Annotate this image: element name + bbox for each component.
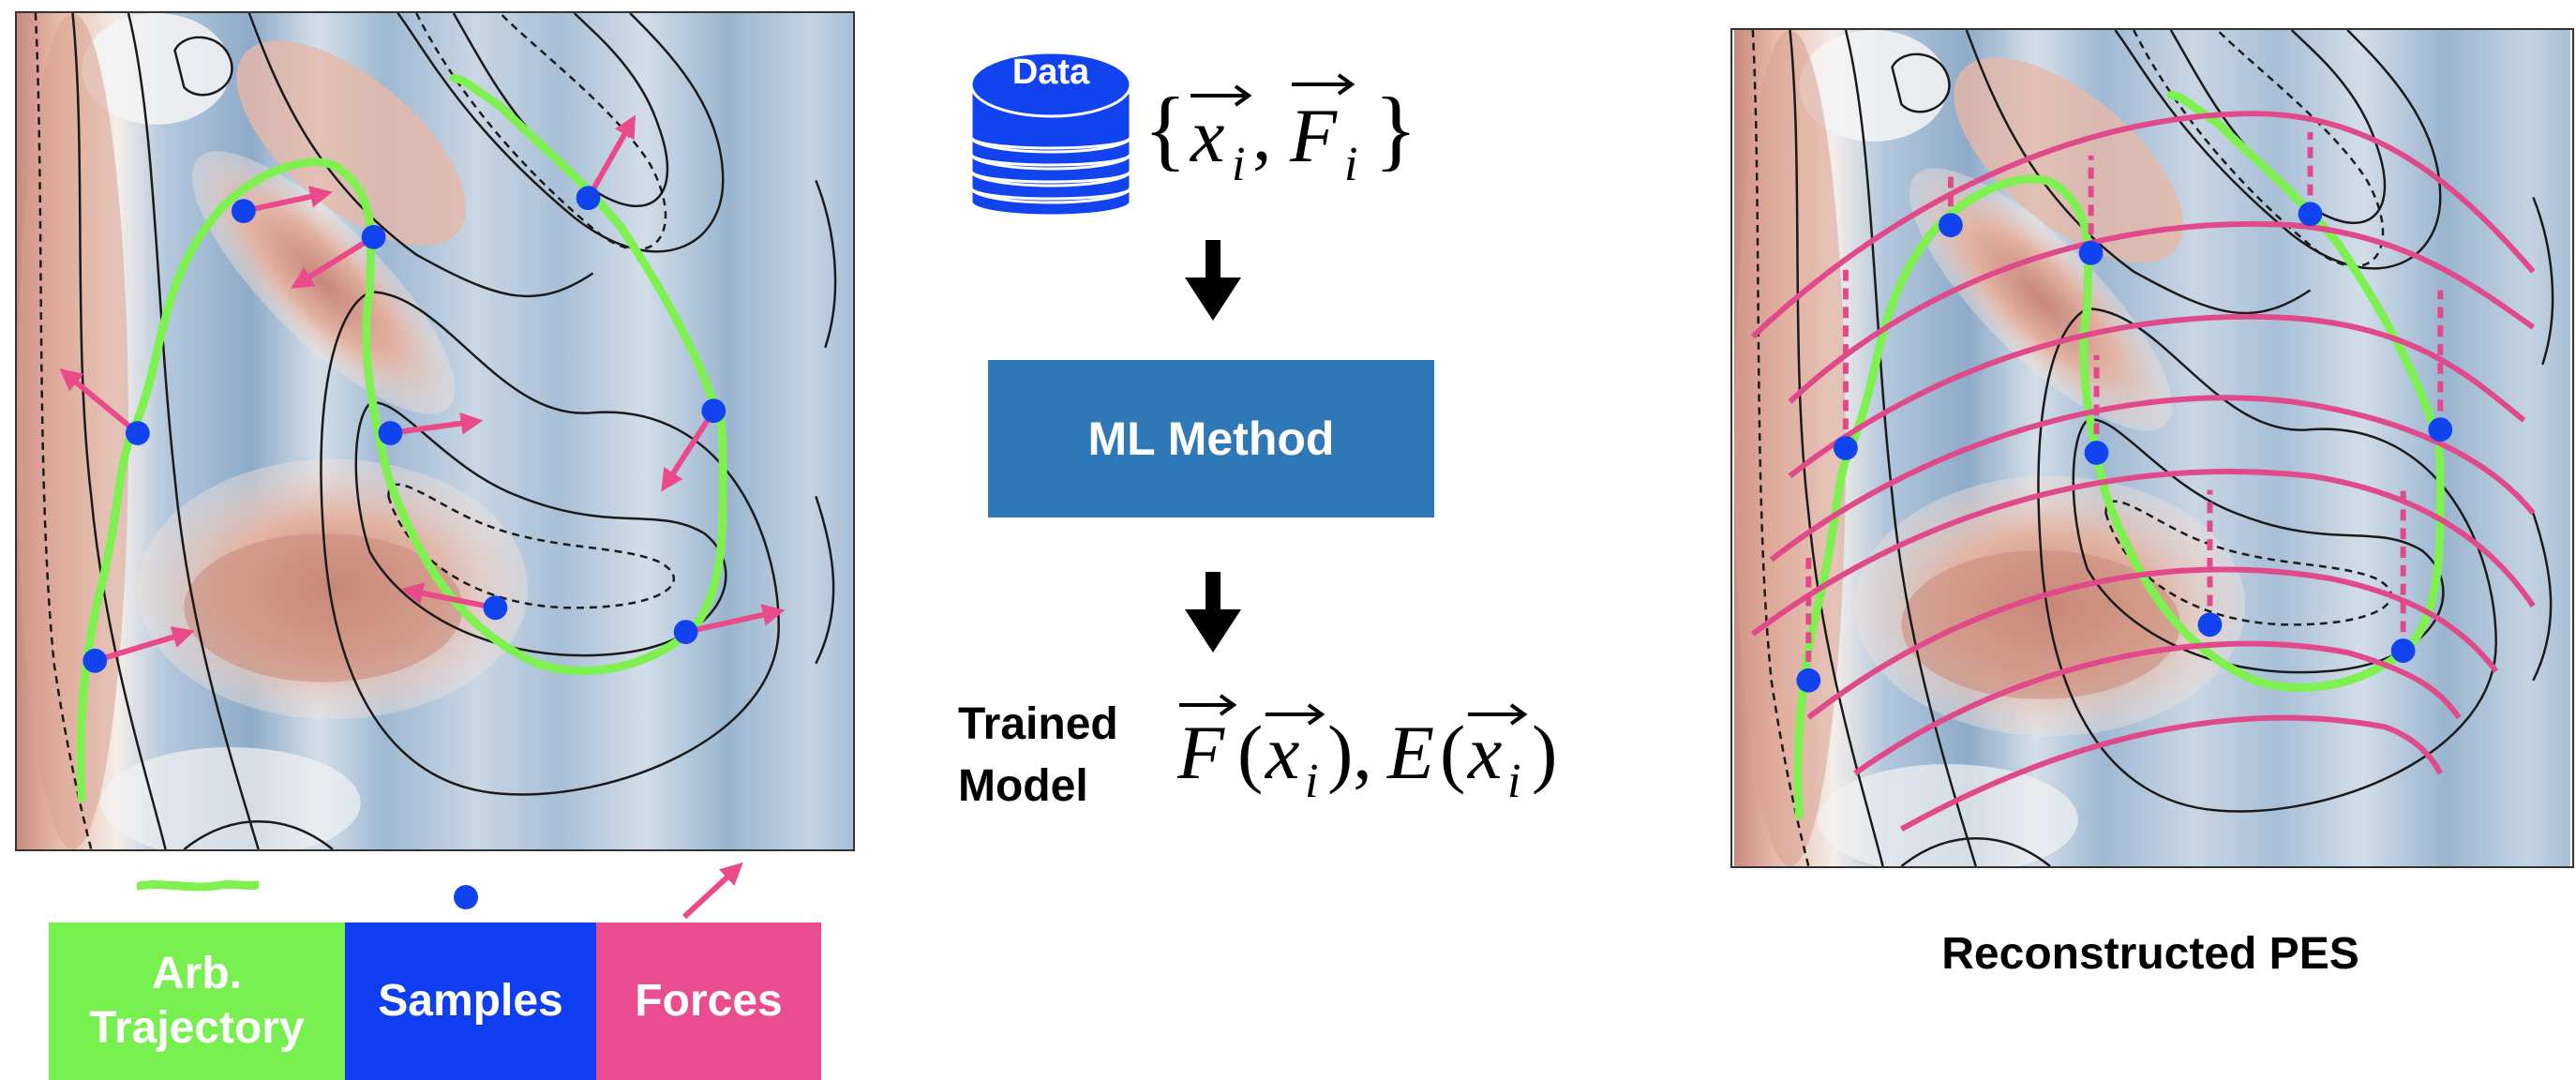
legend-forces-label: Forces: [596, 922, 821, 1080]
sample-point: [576, 186, 601, 211]
legend-trajectory-label: Arb. Trajectory: [49, 922, 345, 1080]
down-arrow-icon: [1185, 240, 1241, 321]
force-arrow: [390, 412, 484, 436]
svg-text:i: i: [1232, 138, 1245, 191]
down-arrow-icon: [1185, 572, 1241, 652]
svg-text:F: F: [1176, 710, 1225, 795]
svg-text:x: x: [1190, 93, 1224, 178]
sample-point: [361, 224, 386, 249]
trained-model-label: Trained Model: [958, 699, 1118, 811]
svg-text:),: ),: [1327, 710, 1372, 795]
sample-point: [483, 595, 508, 621]
sample-point: [2390, 638, 2416, 663]
sample-points: [82, 186, 726, 673]
svg-text:{: {: [1144, 79, 1187, 179]
force-arrow: [94, 626, 195, 664]
svg-text:(: (: [1440, 710, 1465, 795]
ml-method-box: ML Method: [988, 360, 1434, 518]
force-arrow: [59, 368, 140, 436]
fitted-surface-curves: [1750, 111, 2536, 832]
sample-point: [125, 421, 150, 445]
reconstructed-pes-title: Reconstructed PES: [1941, 929, 2359, 979]
svg-text:E: E: [1386, 710, 1434, 795]
svg-text:x: x: [1265, 710, 1299, 795]
reconstructed-pes-plot: [1732, 30, 2572, 866]
svg-text:): ): [1532, 710, 1557, 795]
residual-lines: [1805, 132, 2444, 681]
svg-text:,: ,: [1252, 91, 1272, 176]
force-arrow: [684, 604, 786, 635]
force-arrow: [400, 582, 497, 611]
sample-point: [2084, 441, 2109, 465]
sample-point: [1939, 213, 1963, 238]
legend-sample-dot: [454, 885, 478, 909]
sample-point: [2197, 612, 2223, 638]
force-arrow: [243, 186, 333, 215]
database-icon: [969, 51, 1132, 216]
sample-point: [701, 398, 726, 424]
data-icon-label: Data: [1011, 52, 1090, 92]
legend-samples-label: Samples: [345, 922, 596, 1080]
sample-point: [1834, 436, 1858, 460]
svg-text:i: i: [1305, 755, 1318, 808]
force-arrow: [585, 114, 637, 200]
svg-text:i: i: [1507, 755, 1520, 808]
sample-point: [1796, 668, 1821, 693]
legend-trajectory-swatch: [137, 879, 259, 892]
svg-text:}: }: [1374, 79, 1417, 179]
sample-point: [82, 648, 108, 673]
sample-point: [2298, 202, 2323, 227]
right-pes-panel: [1730, 28, 2574, 868]
sample-point: [231, 199, 256, 223]
sample-point: [378, 421, 403, 445]
svg-text:i: i: [1344, 138, 1357, 191]
sample-point: [2428, 417, 2453, 442]
sample-point: [2078, 240, 2104, 265]
force-arrow: [661, 409, 716, 492]
force-arrows: [59, 114, 786, 664]
sample-points: [1796, 202, 2453, 693]
sample-point: [673, 620, 698, 644]
force-arrow: [291, 234, 376, 289]
model-formula: F ( x i ), E ( x i ): [1176, 694, 1557, 808]
legend-force-arrow: [681, 862, 743, 920]
data-formula: { x i , F i }: [1144, 73, 1417, 191]
left-pes-plot: [17, 13, 853, 849]
left-pes-panel: [15, 11, 855, 851]
svg-text:(: (: [1237, 710, 1263, 795]
svg-text:x: x: [1467, 710, 1502, 795]
svg-text:F: F: [1289, 93, 1338, 178]
